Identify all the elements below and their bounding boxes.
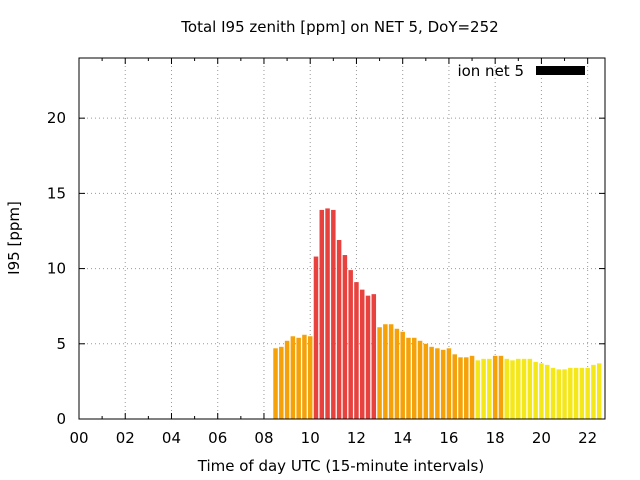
bar: [400, 331, 405, 419]
y-tick-label: 15: [47, 184, 66, 202]
bar: [383, 324, 388, 419]
bar: [469, 355, 475, 419]
x-tick-label: 16: [439, 429, 458, 447]
bar: [527, 358, 533, 419]
x-tick-label: 06: [208, 429, 227, 447]
bar: [336, 240, 342, 419]
grid-lines: [78, 58, 605, 420]
bar: [290, 336, 296, 419]
bar: [359, 289, 365, 419]
bar: [307, 336, 313, 419]
x-tick-label: 14: [393, 429, 412, 447]
bar: [550, 367, 556, 419]
y-axis-label: I95 [ppm]: [5, 201, 23, 275]
bar: [423, 343, 429, 419]
bar: [487, 358, 492, 419]
bar: [388, 324, 394, 419]
y-tick-label: 0: [56, 410, 66, 428]
bar: [342, 255, 348, 419]
bar: [591, 364, 596, 419]
chart-title: Total I95 zenith [ppm] on NET 5, DoY=252: [180, 18, 498, 36]
x-tick-label: 10: [301, 429, 320, 447]
bar: [585, 367, 590, 419]
y-tick-label: 5: [56, 335, 66, 353]
y-tick-label: 10: [47, 260, 66, 278]
x-axis-label: Time of day UTC (15-minute intervals): [197, 457, 484, 475]
legend-swatch: [536, 66, 585, 75]
bar: [354, 282, 359, 419]
bar: [302, 334, 307, 419]
x-tick-label: 20: [532, 429, 551, 447]
bar: [331, 209, 336, 419]
legend: ion net 5: [457, 62, 585, 80]
bar: [319, 209, 325, 419]
bar: [313, 256, 319, 419]
bar: [544, 364, 550, 419]
bar-series: [273, 208, 602, 419]
bar: [452, 354, 457, 419]
bar: [573, 367, 579, 419]
bar: [411, 337, 417, 419]
bar: [556, 369, 562, 419]
bar: [533, 361, 538, 419]
y-tick-label: 20: [47, 109, 66, 127]
bar: [510, 360, 515, 419]
x-tick-label: 18: [486, 429, 505, 447]
bar: [365, 295, 371, 419]
x-tick-label: 08: [254, 429, 273, 447]
bar: [348, 270, 353, 419]
bar: [377, 327, 382, 419]
y-tick-labels: 0 5 10 15 20: [47, 109, 66, 428]
bar: [521, 358, 527, 419]
bar: [504, 358, 509, 419]
bar: [394, 328, 400, 419]
bar: [492, 355, 498, 419]
plot-frame: [78, 57, 606, 420]
bar: [516, 358, 521, 419]
bar: [429, 346, 434, 419]
bar: [481, 358, 486, 419]
x-tick-labels: 00 02 04 06 08 10 12 14 16 18 20 22: [69, 429, 597, 447]
bar: [446, 348, 452, 419]
bar: [464, 357, 469, 419]
legend-label: ion net 5: [457, 62, 524, 80]
bar: [325, 208, 330, 419]
bar: [458, 357, 463, 419]
bar: [596, 363, 602, 419]
x-tick-label: 04: [162, 429, 181, 447]
x-tick-label: 12: [347, 429, 366, 447]
bar: [279, 346, 284, 419]
x-tick-label: 00: [69, 429, 88, 447]
bar: [562, 369, 567, 419]
bar: [284, 340, 290, 419]
bar: [417, 340, 423, 419]
bar: [475, 360, 481, 419]
bar: [579, 367, 585, 419]
bar: [371, 294, 377, 419]
x-tick-label: 22: [578, 429, 597, 447]
bar: [568, 367, 573, 419]
bar: [498, 355, 504, 419]
bar: [273, 348, 278, 419]
bar: [296, 337, 301, 419]
bar: [539, 363, 544, 419]
bar: [406, 337, 411, 419]
x-tick-label: 02: [116, 429, 135, 447]
bar: [435, 348, 440, 419]
bar: [440, 349, 446, 419]
